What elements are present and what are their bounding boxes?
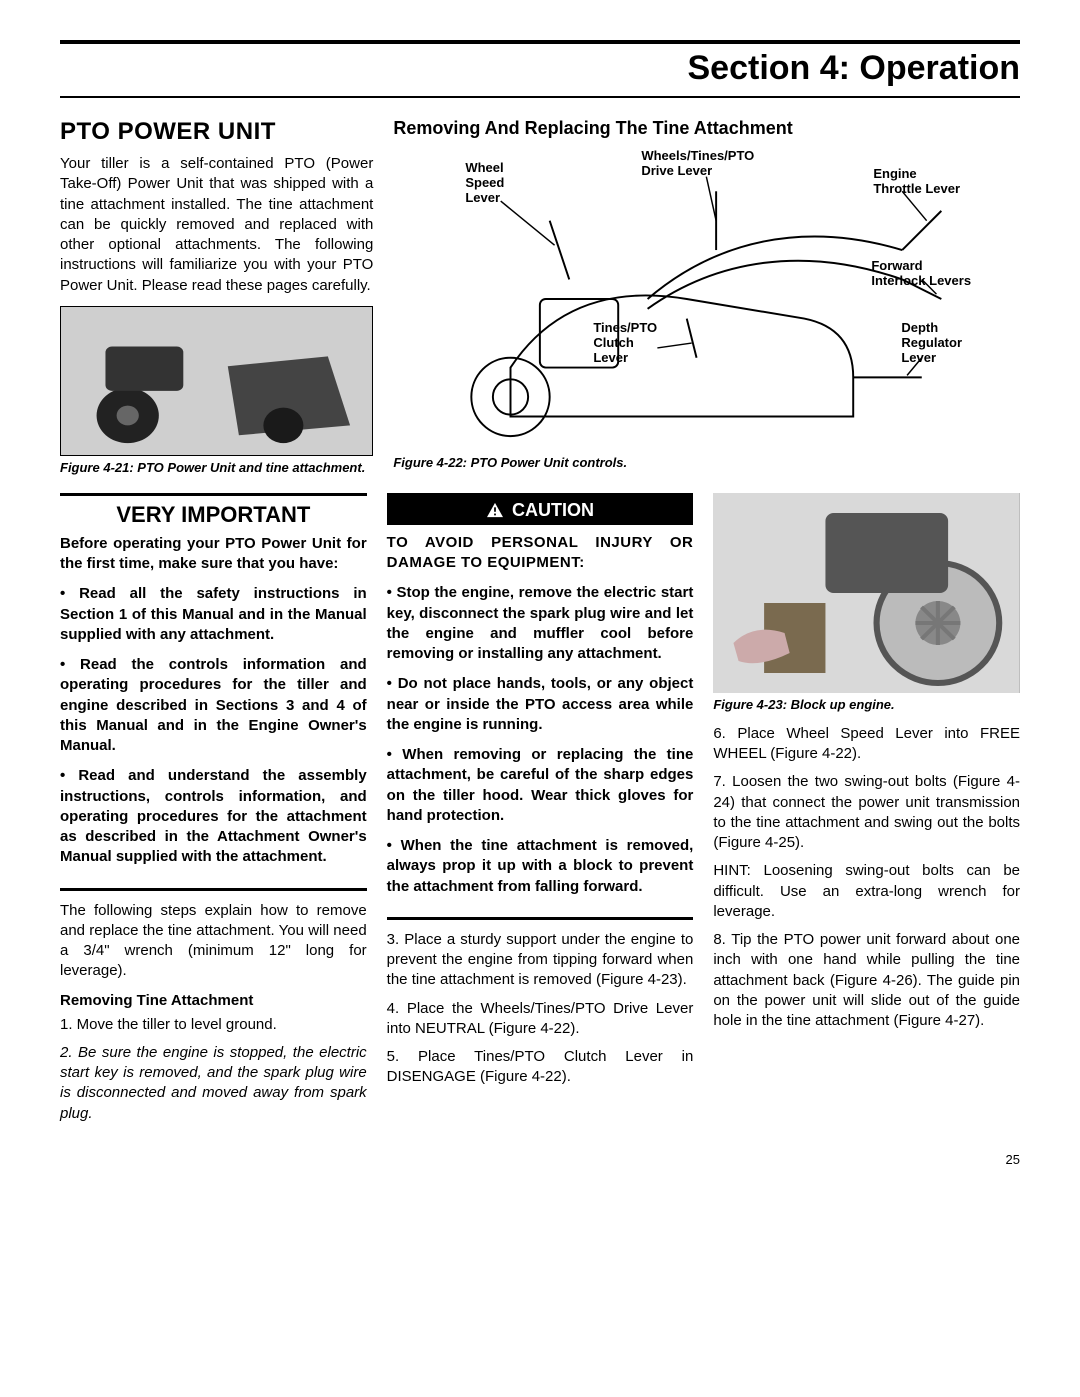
step-3: 3. Place a sturdy support under the engi… xyxy=(387,930,694,991)
caution-bullet-1: • Stop the engine, remove the electric s… xyxy=(387,583,694,664)
important-bullet-2: • Read the controls information and oper… xyxy=(60,655,367,756)
caution-bullet-3: • When removing or replacing the tine at… xyxy=(387,745,694,826)
section-header: Section 4: Operation xyxy=(60,49,1020,88)
label-drive-lever: Wheels/Tines/PTO Drive Lever xyxy=(641,149,754,179)
step-7: 7. Loosen the two swing-out bolts (Figur… xyxy=(713,772,1020,853)
page-number: 25 xyxy=(60,1152,1020,1167)
caution-box: CAUTION To AVOID PERSONAL INJURY OR DAMA… xyxy=(387,493,694,920)
caution-bullet-2: • Do not place hands, tools, or any obje… xyxy=(387,674,694,735)
label-throttle: Engine Throttle Lever xyxy=(873,167,960,197)
step-5: 5. Place Tines/PTO Clutch Lever in DISEN… xyxy=(387,1047,694,1088)
step-4: 4. Place the Wheels/Tines/PTO Drive Leve… xyxy=(387,999,694,1040)
hint-text: HINT: Loosening swing-out bolts can be d… xyxy=(713,861,1020,922)
step-2: 2. Be sure the engine is stopped, the el… xyxy=(60,1043,367,1124)
figure-4-21-image xyxy=(60,306,373,456)
figure-4-22-diagram: Wheel Speed Lever Wheels/Tines/PTO Drive… xyxy=(393,149,1020,449)
step-8: 8. Tip the PTO power unit forward about … xyxy=(713,930,1020,1031)
figure-4-21-caption: Figure 4-21: PTO Power Unit and tine att… xyxy=(60,460,373,475)
removing-replacing-heading: Removing And Replacing The Tine Attachme… xyxy=(393,118,1020,139)
warning-icon xyxy=(486,502,504,518)
step-6: 6. Place Wheel Speed Lever into FREE WHE… xyxy=(713,724,1020,765)
caution-title-bar: CAUTION xyxy=(387,496,694,525)
label-depth-regulator: Depth Regulator Lever xyxy=(901,321,962,366)
caution-bullet-4: • When the tine attachment is removed, a… xyxy=(387,836,694,897)
step-1: 1. Move the tiller to level ground. xyxy=(60,1015,367,1035)
caution-title-text: CAUTION xyxy=(512,500,594,521)
removing-tine-heading: Removing Tine Attachment xyxy=(60,992,367,1009)
label-wheel-speed-lever: Wheel Speed Lever xyxy=(465,161,504,206)
caution-lead: To AVOID PERSONAL INJURY OR DAMAGE TO EQ… xyxy=(387,533,694,574)
label-clutch-lever: Tines/PTO Clutch Lever xyxy=(593,321,657,366)
pto-heading: PTO POWER UNIT xyxy=(60,118,373,146)
important-bullet-1: • Read all the safety instructions in Se… xyxy=(60,584,367,645)
important-bullet-3: • Read and understand the assembly instr… xyxy=(60,766,367,867)
figure-4-23-image xyxy=(713,493,1020,693)
important-lead: Before operating your PTO Power Unit for… xyxy=(60,534,367,575)
label-forward-interlock: Forward Interlock Levers xyxy=(871,259,971,289)
figure-4-22-caption: Figure 4-22: PTO Power Unit controls. xyxy=(393,455,1020,470)
figure-4-23-caption: Figure 4-23: Block up engine. xyxy=(713,697,1020,712)
very-important-title: VERY IMPORTANT xyxy=(60,502,367,528)
intro-steps-text: The following steps explain how to remov… xyxy=(60,901,367,982)
very-important-box: VERY IMPORTANT Before operating your PTO… xyxy=(60,493,367,891)
pto-intro-text: Your tiller is a self-contained PTO (Pow… xyxy=(60,154,373,296)
